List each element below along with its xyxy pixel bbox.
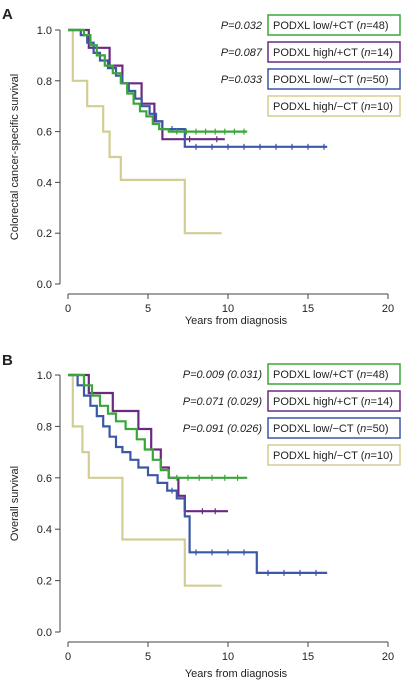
y-tick-label: 1.0	[37, 370, 52, 382]
y-tick-label: 0.2	[37, 576, 52, 588]
legend-box	[267, 363, 401, 385]
p-value-label: P=0.009 (0.031)	[183, 369, 263, 381]
y-tick-label: 0.2	[37, 228, 52, 240]
legend-entry: PODXL low/−CT (n=50)	[273, 423, 389, 435]
x-tick-label: 20	[382, 303, 394, 315]
y-tick-label: 0.4	[37, 177, 52, 189]
y-tick-label: 1.0	[37, 25, 52, 37]
y-tick-label: 0.4	[37, 524, 52, 536]
legend-box	[267, 444, 401, 466]
legend-entry: PODXL low/+CT (n=48)	[273, 369, 389, 381]
x-axis-label: Years from diagnosis	[185, 315, 288, 327]
survival-curve	[68, 28, 248, 133]
x-tick-label: 0	[65, 651, 71, 663]
legend-entry: PODXL high/−CT (n=10)	[273, 101, 393, 113]
legend-box	[267, 390, 401, 412]
x-tick-label: 5	[145, 651, 151, 663]
y-axis-label: Colorectal cancer-specific survival	[9, 74, 21, 240]
survival-curve	[68, 28, 222, 235]
legend-box	[267, 68, 401, 90]
y-tick-label: 0.6	[37, 127, 52, 139]
panel-letter: A	[2, 6, 13, 23]
x-tick-label: 15	[302, 651, 314, 663]
legend-entry: PODXL high/+CT (n=14)	[273, 396, 393, 408]
p-value-label: P=0.071 (0.029)	[183, 396, 263, 408]
y-axis-label: Overall survival	[9, 466, 21, 541]
legend-box	[267, 417, 401, 439]
p-value-label: P=0.032	[221, 20, 262, 32]
legend-box	[267, 41, 401, 63]
x-axis-label: Years from diagnosis	[185, 668, 288, 680]
y-tick-label: 0.8	[37, 76, 52, 88]
legend-box	[267, 95, 401, 117]
y-tick-label: 0.0	[37, 279, 52, 291]
p-value-label: P=0.087	[221, 47, 263, 59]
survival-curve	[68, 373, 228, 513]
x-tick-label: 0	[65, 303, 71, 315]
survival-curve	[68, 373, 328, 574]
legend-entry: PODXL high/+CT (n=14)	[273, 47, 393, 59]
panel-a: A 0.0 0.2 0.4 0.6 0.8 1.0 0 5 10 15 20 Years from di…	[2, 6, 401, 327]
p-value-label: P=0.091 (0.026)	[183, 423, 263, 435]
p-value-label: P=0.033	[221, 74, 263, 86]
legend-entry: PODXL low/+CT (n=48)	[273, 20, 389, 32]
y-tick-label: 0.6	[37, 473, 52, 485]
legend-entry: PODXL low/−CT (n=50)	[273, 74, 389, 86]
x-tick-label: 5	[145, 303, 151, 315]
y-tick-label: 0.0	[37, 627, 52, 639]
panel-letter: B	[2, 352, 13, 369]
legend-box	[267, 14, 401, 36]
x-tick-label: 15	[302, 303, 314, 315]
panel-b: B 0.0 0.2 0.4 0.6 0.8 1.0 0 5 10 15 20 Years from di…	[2, 352, 401, 680]
survival-curve	[68, 28, 225, 141]
x-tick-label: 10	[222, 303, 234, 315]
survival-curve	[68, 373, 222, 587]
x-tick-label: 10	[222, 651, 234, 663]
y-tick-label: 0.8	[37, 421, 52, 433]
x-tick-label: 20	[382, 651, 394, 663]
legend-entry: PODXL high/−CT (n=10)	[273, 450, 393, 462]
survival-curve	[68, 373, 248, 479]
